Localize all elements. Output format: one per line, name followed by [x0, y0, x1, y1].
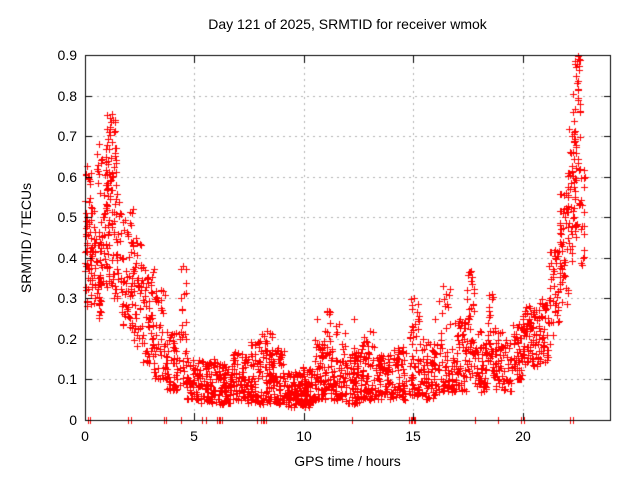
x-tick-label: 0	[81, 428, 89, 444]
x-tick-label: 5	[190, 428, 198, 444]
y-tick-label: 0.6	[57, 169, 77, 185]
x-tick-label: 10	[296, 428, 312, 444]
y-tick-label: 0.5	[57, 209, 77, 225]
y-tick-label: 0.9	[57, 47, 77, 63]
x-tick-label: 20	[515, 428, 531, 444]
y-tick-label: 0.2	[57, 331, 77, 347]
y-tick-label: 0.7	[57, 128, 77, 144]
x-axis-label: GPS time / hours	[294, 453, 401, 469]
chart-title: Day 121 of 2025, SRMTID for receiver wmo…	[208, 16, 487, 32]
y-tick-label: 0.8	[57, 88, 77, 104]
y-tick-label: 0	[69, 412, 77, 428]
y-tick-label: 0.3	[57, 290, 77, 306]
y-axis-label: SRMTID / TECUs	[18, 182, 34, 294]
x-tick-label: 15	[405, 428, 421, 444]
y-tick-label: 0.1	[57, 371, 77, 387]
y-tick-label: 0.4	[57, 250, 77, 266]
